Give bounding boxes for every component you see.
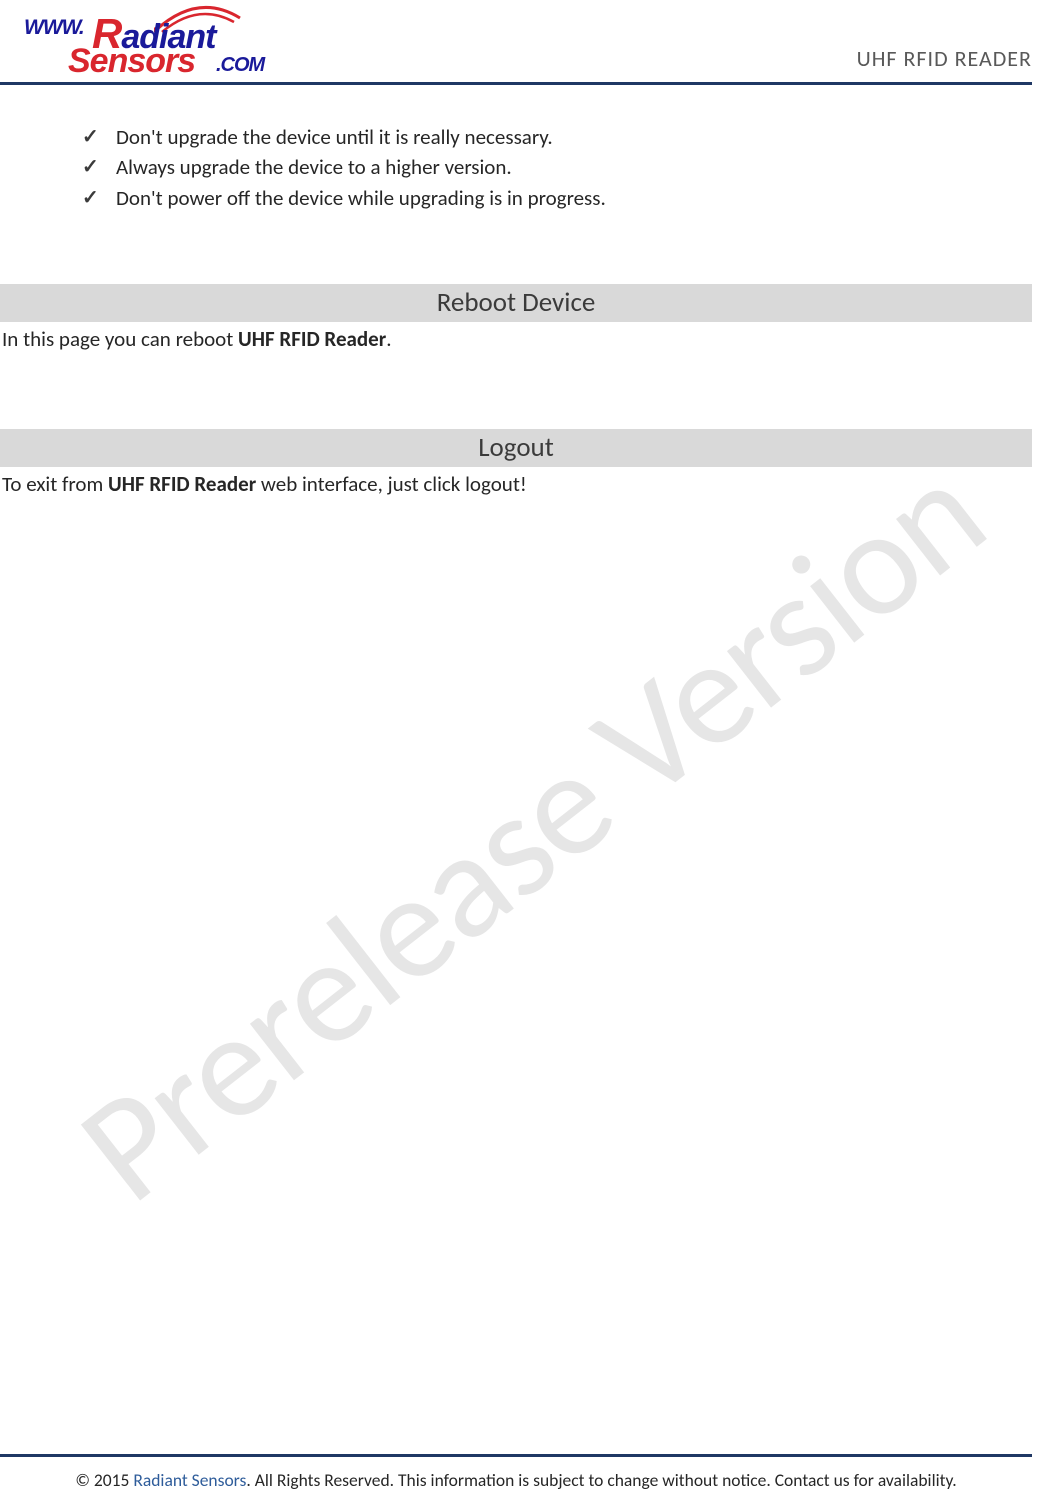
page-number-label: Page 25 [1056, 262, 1062, 334]
footer-company-link[interactable]: Radiant Sensors [133, 1469, 246, 1491]
upgrade-tips-list: Don't upgrade the device until it is rea… [0, 123, 1062, 212]
header-title: UHF RFID READER [857, 45, 1032, 78]
list-item: Don't upgrade the device until it is rea… [82, 123, 1062, 151]
list-item: Always upgrade the device to a higher ve… [82, 153, 1062, 181]
logo-www-text: WWW. [24, 16, 84, 40]
footer-copyright: © 2015 Radiant Sensors. All Rights Reser… [0, 1469, 1032, 1491]
logout-section-heading: Logout [0, 429, 1032, 467]
footer-divider [0, 1454, 1032, 1457]
watermark-text: Prerelease Version [44, 423, 1018, 1240]
reboot-section-text: In this page you can reboot UHF RFID Rea… [0, 322, 1062, 353]
header-divider [0, 82, 1032, 85]
logo-sensors-text: Sensors [68, 42, 195, 81]
logo-com-text: .COM [216, 54, 264, 77]
reboot-section-heading: Reboot Device [0, 284, 1032, 322]
page-header: WWW. Radiant Sensors .COM UHF RFID READE… [0, 0, 1062, 78]
brand-logo: WWW. Radiant Sensors .COM [22, 6, 272, 78]
logout-section-text: To exit from UHF RFID Reader web interfa… [0, 467, 1062, 498]
list-item: Don't power off the device while upgradi… [82, 184, 1062, 212]
